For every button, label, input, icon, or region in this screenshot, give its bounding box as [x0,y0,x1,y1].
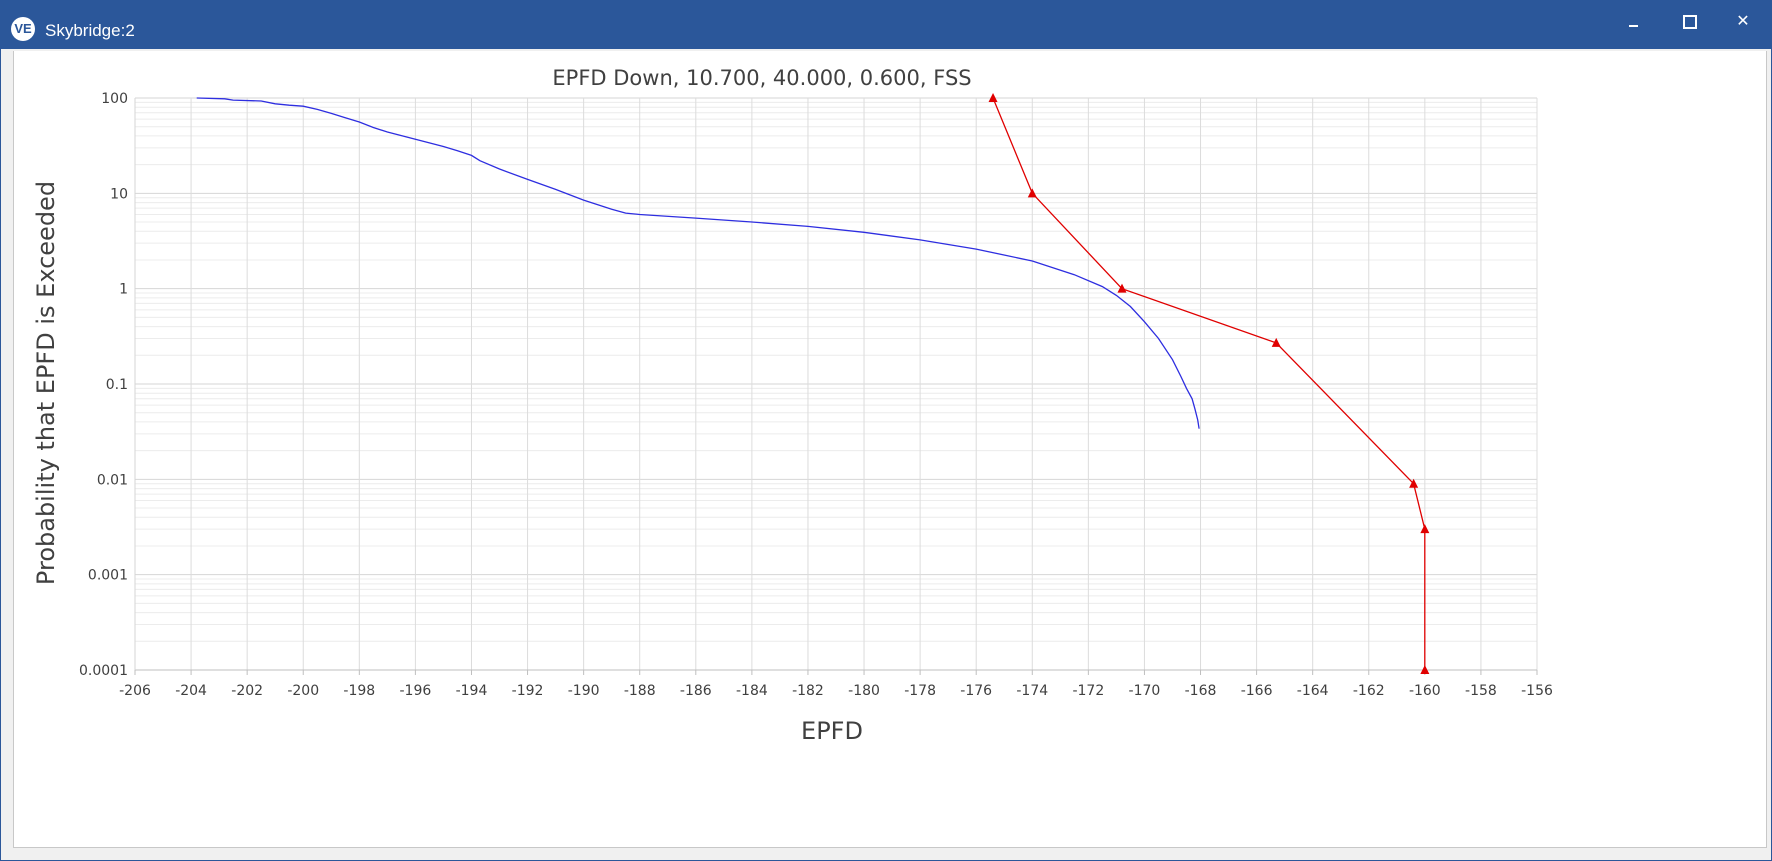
triangle-marker [1271,337,1281,347]
x-tick-label: -156 [1521,683,1553,699]
series-line-1 [196,97,1200,429]
x-axis-title: EPFD [801,717,863,745]
app-logo-icon: VE [11,17,35,41]
close-button[interactable]: ✕ [1723,9,1763,35]
chart-svg: 100 10 1 0.1 0.01 0.001 0.0001 -206 -204 -202 -200… [32,66,1553,745]
x-tick-label: -166 [1241,683,1273,699]
x-tick-label: -168 [1185,683,1217,699]
x-tick-label: -180 [848,683,880,699]
x-tick-label: -174 [1016,683,1048,699]
triangle-marker [1117,283,1127,293]
y-tick-label: 100 [101,91,128,107]
minimize-icon [1629,25,1638,27]
y-tick-label: 0.01 [97,472,128,488]
x-tick-label: -192 [512,683,544,699]
chart-area: 100 10 1 0.1 0.01 0.001 0.0001 -206 -204 -202 -200… [13,51,1767,848]
x-tick-label: -200 [287,683,319,699]
y-tick-label: 0.1 [106,377,128,393]
x-tick-label: -184 [736,683,768,699]
x-tick-label: -164 [1297,683,1329,699]
maximize-icon [1683,15,1697,29]
tick-labels: 100 10 1 0.1 0.01 0.001 0.0001 -206 -204 -202 -200… [79,91,1553,699]
x-tick-label: -182 [792,683,824,699]
y-axis-title: Probability that EPFD is Exceeded [32,181,60,585]
series-layer [196,93,1430,674]
triangle-marker [1027,188,1037,198]
x-tick-label: -160 [1409,683,1441,699]
x-tick-label: -190 [568,683,600,699]
y-tick-label: 1 [119,282,128,298]
x-tick-label: -178 [904,683,936,699]
y-tick-label: 10 [110,186,128,202]
y-tick-label: 0.0001 [79,663,128,679]
triangle-marker [1409,478,1419,488]
x-tick-label: -196 [400,683,432,699]
chart-title: EPFD Down, 10.700, 40.000, 0.600, FSS [552,66,971,90]
close-icon: ✕ [1736,13,1750,30]
y-tick-label: 0.001 [88,568,128,584]
x-tick-label: -194 [456,683,488,699]
triangle-marker [988,93,998,102]
x-tick-label: -162 [1353,683,1385,699]
x-tick-label: -202 [231,683,263,699]
minimize-button[interactable] [1613,9,1653,35]
x-tick-label: -172 [1072,683,1104,699]
triangle-marker [1420,665,1430,674]
x-tick-label: -206 [119,683,151,699]
title-bar[interactable]: VE Skybridge:2 ✕ [1,1,1771,49]
triangle-marker [1420,524,1430,534]
x-tick-label: -188 [624,683,656,699]
x-tick-label: -176 [960,683,992,699]
window-title: Skybridge:2 [45,21,135,40]
axes [134,98,1538,675]
grid [134,97,1538,671]
x-tick-label: -158 [1465,683,1497,699]
x-tick-label: -198 [343,683,375,699]
x-tick-label: -186 [680,683,712,699]
x-tick-label: -204 [175,683,207,699]
x-tick-label: -170 [1129,683,1161,699]
maximize-button[interactable] [1669,9,1709,35]
